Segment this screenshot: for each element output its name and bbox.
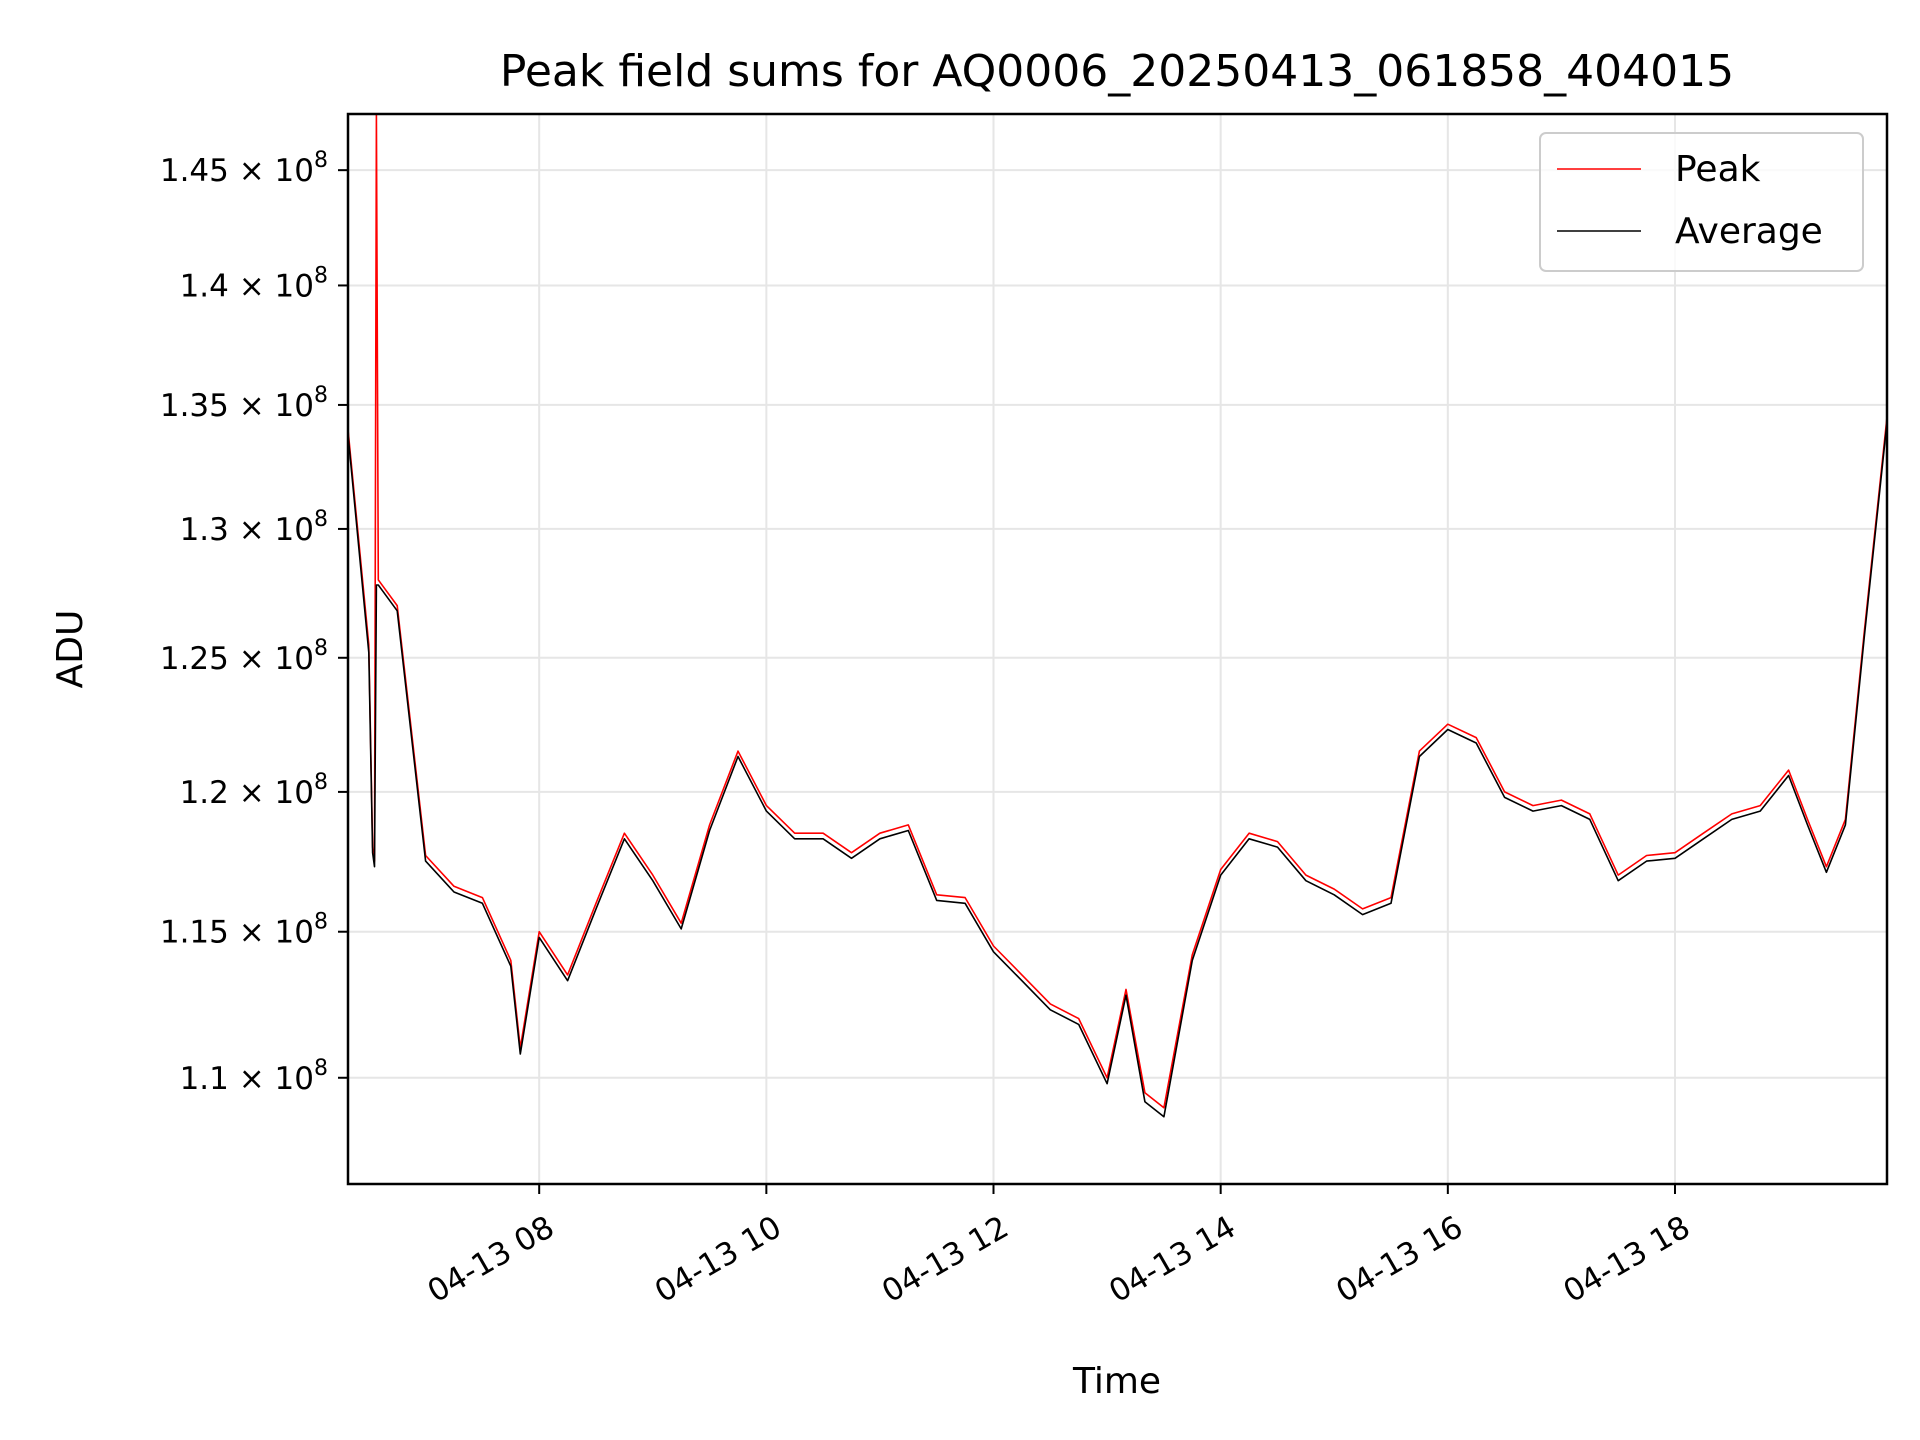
legend-label-average: Average [1675,211,1823,252]
y-tick-label: 1.15 × 108 [160,910,328,951]
series-line-average [347,421,1888,1118]
legend-box [1539,132,1864,272]
y-tick-label: 1.1 × 108 [180,1056,328,1097]
y-tick-label: 1.4 × 108 [180,263,328,304]
grid-lines [348,114,1887,1184]
legend-label-peak: Peak [1675,149,1761,190]
y-axis-ticks: 1.1 × 108 1.15 × 108 1.2 × 108 1.25 × 108 1.… [160,148,348,1097]
y-tick-label: 1.3 × 108 [180,507,328,548]
y-tick-label: 1.2 × 108 [180,770,328,811]
plot-series [347,113,1888,1118]
y-tick-label: 1.45 × 108 [160,148,328,189]
y-tick-label: 1.25 × 108 [160,636,328,677]
plot-frame [346,112,1889,1186]
y-axis-title: ADU [50,610,91,689]
legend: Peak Average [1539,132,1864,272]
x-axis-title: Time [1072,1361,1161,1402]
chart-title: Peak field sums for AQ0006_20250413_0618… [500,46,1734,97]
y-tick-label: 1.35 × 108 [160,383,328,424]
